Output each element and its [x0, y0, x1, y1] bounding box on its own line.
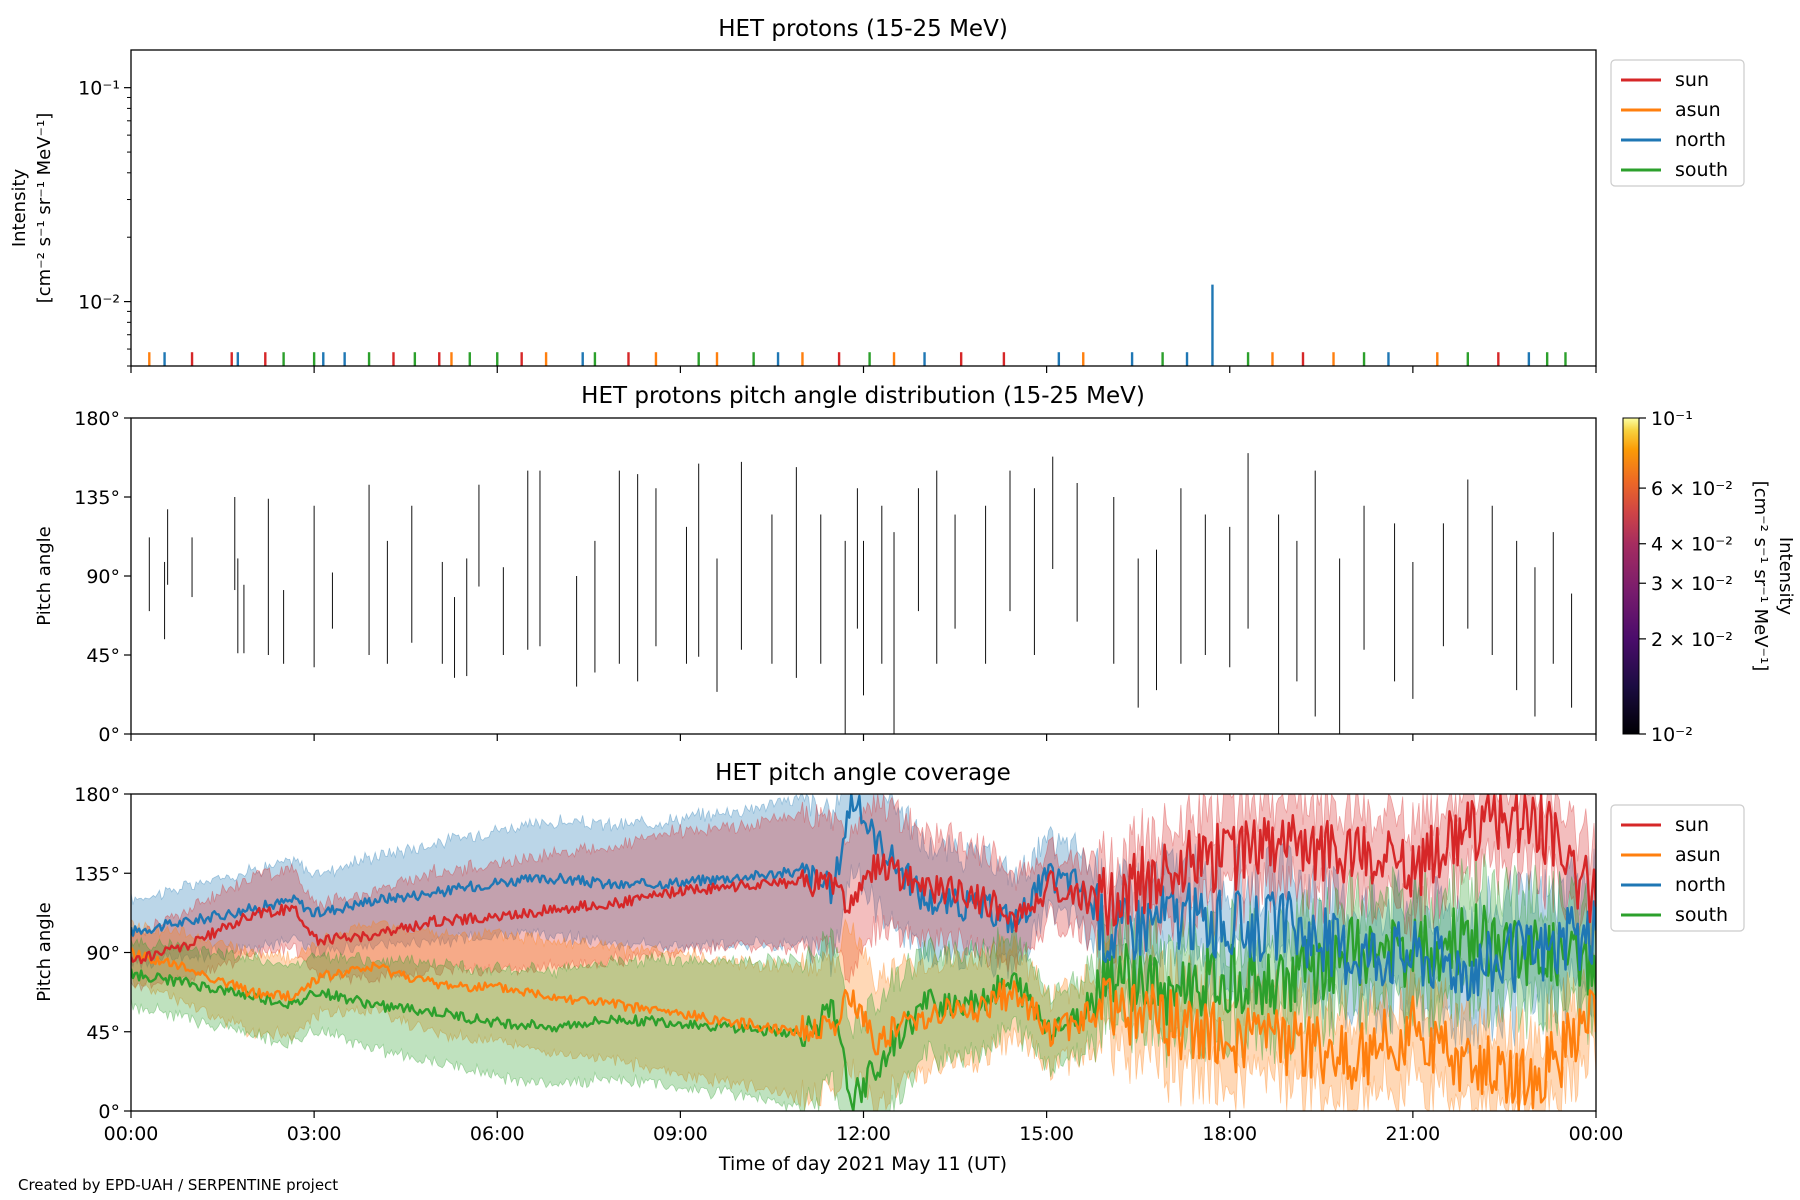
coverage-line-south [131, 903, 1596, 1111]
colorbar-tick-label: 2 × 10⁻² [1651, 629, 1733, 651]
y-tick-label: 135° [74, 863, 120, 885]
panel1-frame [130, 49, 1597, 367]
colorbar-tick-label: 3 × 10⁻² [1651, 573, 1733, 595]
panel1-yticks: 10⁻¹ 10⁻² [78, 78, 131, 367]
colorbar-label-line2: [cm⁻² s⁻¹ sr⁻¹ MeV⁻¹] [1750, 481, 1771, 672]
x-tick-label: 18:00 [1202, 1123, 1257, 1145]
legend-box [1610, 804, 1745, 932]
legend-label-asun: asun [1675, 844, 1721, 866]
legend-label-south: south [1675, 159, 1728, 181]
panel3-lines [131, 794, 1596, 1111]
coverage-band-sun [131, 794, 1596, 992]
coverage-line-north [131, 794, 1596, 1002]
x-tick-label: 06:00 [470, 1123, 525, 1145]
y-tick-label: 45° [86, 1022, 120, 1044]
panel3-ylabel: Pitch angle [34, 902, 55, 1001]
panel2-ylabel: Pitch angle [34, 526, 55, 625]
x-tick-label: 15:00 [1019, 1123, 1074, 1145]
y-tick-label: 0° [98, 724, 120, 746]
panel1-title: HET protons (15-25 MeV) [718, 16, 1008, 42]
x-tick-label: 12:00 [836, 1123, 891, 1145]
x-tick-label: 00:00 [1569, 1123, 1624, 1145]
panel3-yticks: 0° 45° 90° 135° 180° [74, 784, 131, 1123]
colorbar-tick-label: 10⁻¹ [1651, 408, 1693, 430]
panel1-bars [148, 284, 1567, 366]
colorbar-tick-label: 4 × 10⁻² [1651, 534, 1733, 556]
x-tick-label: 03:00 [287, 1123, 342, 1145]
colorbar-tick-label: 10⁻² [1651, 724, 1693, 746]
legend-label-asun: asun [1675, 99, 1721, 121]
legend-box [1610, 59, 1745, 187]
panel1-xticks [130, 366, 1597, 373]
x-tick-label: 09:00 [653, 1123, 708, 1145]
colorbar-ticks: 10⁻¹ 6 × 10⁻² 4 × 10⁻² 3 × 10⁻² 2 × 10⁻² 10⁻² [1639, 408, 1733, 746]
colorbar [1622, 417, 1640, 735]
legend-label-sun: sun [1675, 814, 1709, 836]
y-tick-label: 90° [86, 566, 120, 588]
panel3-title: HET pitch angle coverage [715, 760, 1011, 786]
legend-label-north: north [1675, 129, 1726, 151]
panel1-ylabel-line2: [cm⁻² s⁻¹ sr⁻¹ MeV⁻¹] [34, 113, 55, 304]
colorbar-tick-label: 6 × 10⁻² [1651, 478, 1733, 500]
legend-label-sun: sun [1675, 69, 1709, 91]
panel1-legend: sun asun north south [1610, 59, 1745, 187]
colorbar-label-line1: Intensity [1775, 537, 1796, 616]
x-tick-label: 00:00 [104, 1123, 159, 1145]
panel3-xticks: 00:00 03:00 06:00 09:00 12:00 15:00 18:00 21:00… [104, 1111, 1624, 1145]
y-tick-label: 180° [74, 408, 120, 430]
panel-intensity: HET protons (15-25 MeV) 10⁻¹ 10⁻² Intensi… [9, 16, 1745, 373]
legend-label-south: south [1675, 904, 1728, 926]
x-axis-label: Time of day 2021 May 11 (UT) [718, 1153, 1007, 1175]
panel2-xticks [130, 734, 1597, 741]
panel-coverage: HET pitch angle coverage 0° 45° 90° 135° 180… [34, 760, 1745, 1175]
panel1-ylabel-line1: Intensity [9, 168, 30, 247]
panel3-legend: sun asun north south [1610, 804, 1745, 932]
y-tick-label: 135° [74, 487, 120, 509]
panel2-segments [148, 453, 1573, 734]
panel2-title: HET protons pitch angle distribution (15… [581, 383, 1145, 409]
panel2-yticks: 0° 45° 90° 135° 180° [74, 408, 131, 746]
credit-text: Created by EPD-UAH / SERPENTINE project [18, 1176, 339, 1194]
y-tick-label: 0° [98, 1101, 120, 1123]
panel3-bands [131, 794, 1596, 1111]
y-tick-label: 10⁻² [78, 292, 120, 314]
coverage-line-sun [131, 794, 1596, 965]
y-tick-label: 45° [86, 645, 120, 667]
y-tick-label: 90° [86, 943, 120, 965]
x-tick-label: 21:00 [1385, 1123, 1440, 1145]
y-tick-label: 10⁻¹ [78, 78, 120, 100]
panel-pad: HET protons pitch angle distribution (15… [34, 383, 1796, 746]
y-tick-label: 180° [74, 784, 120, 806]
coverage-line-asun [131, 947, 1596, 1111]
legend-label-north: north [1675, 874, 1726, 896]
